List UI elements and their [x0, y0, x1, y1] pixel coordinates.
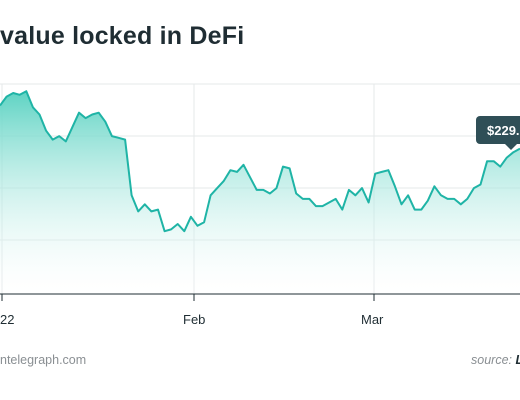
source-name: L [515, 353, 520, 367]
source-prefix: source: [471, 353, 512, 367]
area-fill [0, 91, 520, 294]
site-credit: ntelegraph.com [0, 353, 87, 367]
x-tick-label-2: Mar [361, 312, 384, 327]
value-callout[interactable]: $229. [476, 116, 520, 150]
x-tick-label-0: 22 [0, 312, 14, 327]
series-line [0, 90, 520, 233]
x-tick-label-1: Feb [183, 312, 205, 327]
callout-label: $229. [487, 123, 520, 138]
chart-title: value locked in DeFi [0, 22, 245, 50]
source-credit: source: L [471, 353, 520, 367]
